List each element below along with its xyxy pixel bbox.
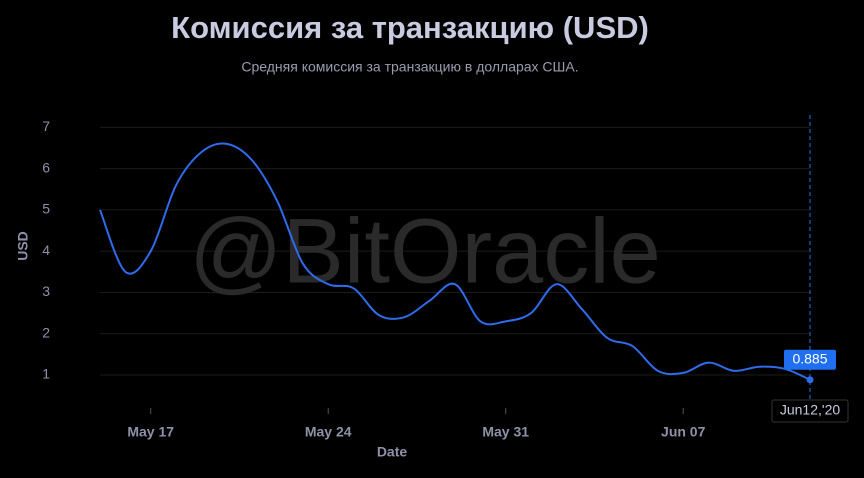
y-tick-label: 1 xyxy=(42,366,50,382)
y-tick-label: 4 xyxy=(42,242,50,258)
x-tick-label: Jun 07 xyxy=(661,424,706,440)
y-tick-label: 7 xyxy=(42,118,50,134)
chart-subtitle: Средняя комиссия за транзакцию в доллара… xyxy=(241,59,578,75)
y-tick-label: 2 xyxy=(42,324,50,340)
y-tick-label: 3 xyxy=(42,283,50,299)
date-tooltip xyxy=(771,399,849,423)
date-label: Jun12,'20 xyxy=(780,402,840,418)
value-tooltip xyxy=(784,349,836,370)
y-axis-label: USD xyxy=(15,231,31,261)
watermark: @BitOracle xyxy=(189,200,661,302)
y-tick-label: 6 xyxy=(42,159,50,175)
data-line xyxy=(99,142,811,381)
x-tick-label: May 24 xyxy=(305,424,352,440)
last-point xyxy=(806,376,814,384)
chart-title: Комиссия за транзакцию (USD) xyxy=(171,10,649,45)
value-label: 0.885 xyxy=(792,350,827,366)
x-tick-label: May 31 xyxy=(482,424,529,440)
y-tick-label: 5 xyxy=(42,201,50,217)
x-tick-label: May 17 xyxy=(127,424,174,440)
x-axis-label: Date xyxy=(377,444,408,460)
